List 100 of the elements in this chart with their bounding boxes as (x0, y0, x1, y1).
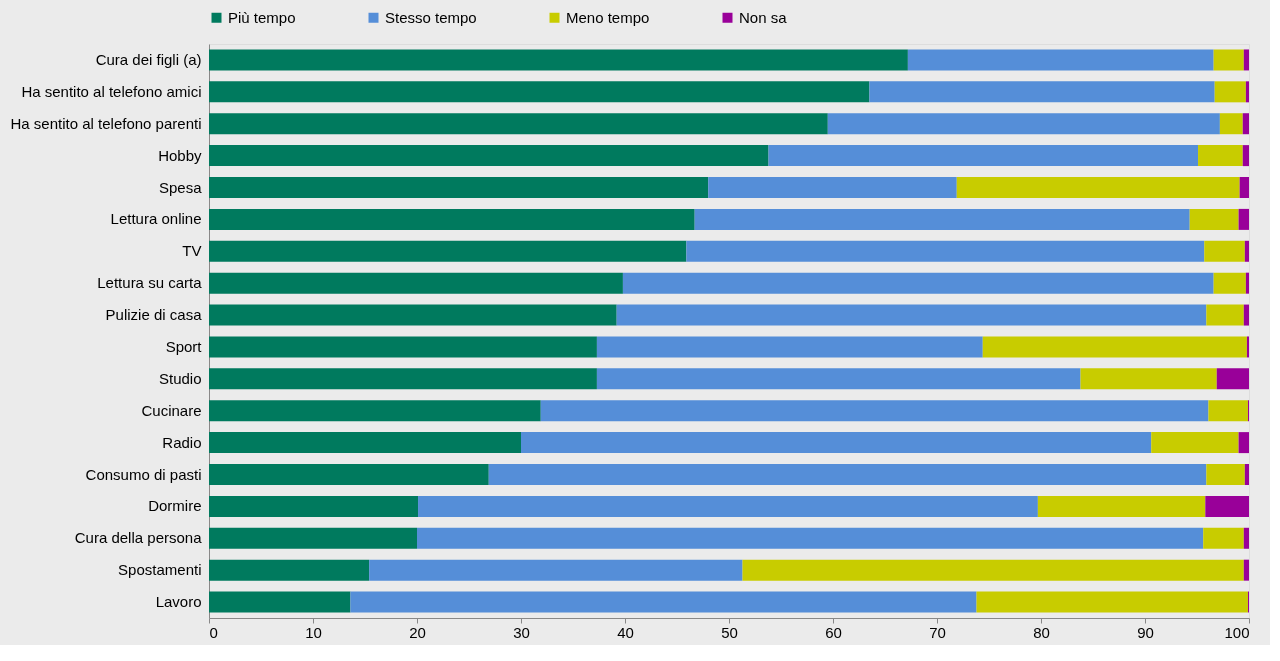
y-tick-label: TV (182, 242, 202, 260)
legend-label: Stesso tempo (385, 8, 477, 26)
legend-label: Più tempo (228, 8, 296, 26)
bar (209, 240, 687, 262)
bar (982, 336, 1247, 358)
x-tick-label: 40 (617, 623, 634, 641)
bar (209, 208, 695, 230)
y-tick-label: Cucinare (141, 401, 202, 419)
bar (1206, 304, 1244, 326)
bar (1244, 240, 1249, 262)
bar (616, 304, 1207, 326)
x-tick-label: 90 (1137, 623, 1154, 641)
bar (209, 145, 769, 167)
bar (540, 400, 1209, 422)
bar (1243, 304, 1249, 326)
y-tick-label: Cura dei figli (a) (95, 50, 202, 68)
bar (976, 591, 1248, 613)
bar (1242, 145, 1249, 167)
x-tick-label: 60 (825, 623, 842, 641)
bar (1245, 272, 1249, 294)
x-tick-label: 70 (929, 623, 946, 641)
y-tick-label: Pulizie di casa (105, 306, 203, 324)
bar (209, 113, 828, 135)
bar (209, 464, 489, 485)
bar (350, 591, 977, 613)
bar (209, 527, 417, 549)
bar (1206, 464, 1245, 485)
bar (742, 559, 1244, 581)
x-tick-label: 0 (209, 623, 218, 641)
bar (956, 177, 1240, 198)
bar (869, 81, 1215, 103)
bar (827, 113, 1220, 135)
y-tick-label: Spesa (158, 178, 203, 196)
bar (1151, 432, 1239, 454)
bar (1080, 368, 1217, 390)
bar (521, 432, 1152, 454)
x-tick-label: 80 (1033, 623, 1050, 641)
bar (1244, 464, 1249, 485)
bar (209, 559, 370, 581)
bar (1238, 208, 1249, 230)
x-tick-label: 100 (1224, 623, 1250, 641)
bar (596, 368, 1081, 390)
bar (768, 145, 1199, 167)
x-tick-label: 30 (513, 623, 530, 641)
bar (417, 527, 1204, 549)
y-tick-label: Lavoro (155, 593, 202, 611)
legend-label: Meno tempo (566, 8, 650, 26)
y-tick-label: Studio (158, 369, 202, 387)
bar (209, 368, 597, 390)
y-tick-label: Spostamenti (118, 561, 202, 579)
bar (907, 49, 1214, 71)
bar (209, 49, 908, 71)
y-tick-label: Dormire (148, 497, 202, 515)
bar (369, 559, 743, 581)
bar (1203, 527, 1244, 549)
y-tick-label: Radio (162, 433, 202, 451)
bar (1243, 49, 1249, 71)
bar (1198, 145, 1243, 167)
y-tick-label: Lettura online (110, 210, 202, 228)
bar (1243, 527, 1249, 549)
bar (708, 177, 957, 198)
x-tick-label: 20 (409, 623, 426, 641)
bar (209, 272, 623, 294)
bar (1208, 400, 1248, 422)
x-tick-label: 50 (721, 623, 738, 641)
y-tick-label: Ha sentito al telefono amici (21, 82, 202, 100)
bar (1246, 336, 1249, 358)
x-tick-label: 10 (305, 623, 322, 641)
bar (1216, 368, 1249, 390)
bar (1238, 432, 1249, 454)
bar (694, 208, 1190, 230)
bar (1204, 240, 1245, 262)
bar (1213, 49, 1244, 71)
y-tick-label: Lettura su carta (97, 274, 203, 292)
y-tick-label: Cura della persona (74, 529, 203, 547)
bar (1037, 495, 1206, 517)
bar (1214, 81, 1246, 103)
bar (1213, 272, 1246, 294)
bar (1239, 177, 1249, 198)
y-tick-label: Sport (165, 337, 203, 355)
bar (209, 432, 521, 454)
bar (1245, 81, 1249, 103)
bar (1219, 113, 1243, 135)
bar (209, 591, 351, 613)
y-tick-label: Hobby (158, 146, 202, 164)
bar (1205, 495, 1249, 517)
y-tick-label: Consumo di pasti (85, 465, 202, 483)
bar (1242, 113, 1249, 135)
bar (209, 81, 870, 103)
bar (209, 336, 597, 358)
bar (209, 495, 419, 517)
bar (488, 464, 1207, 485)
bar (596, 336, 983, 358)
bar (418, 495, 1038, 517)
bar (209, 400, 541, 422)
bar (209, 304, 617, 326)
bar (1243, 559, 1249, 581)
bar (622, 272, 1214, 294)
legend-label: Non sa (739, 8, 788, 26)
bar (1189, 208, 1239, 230)
